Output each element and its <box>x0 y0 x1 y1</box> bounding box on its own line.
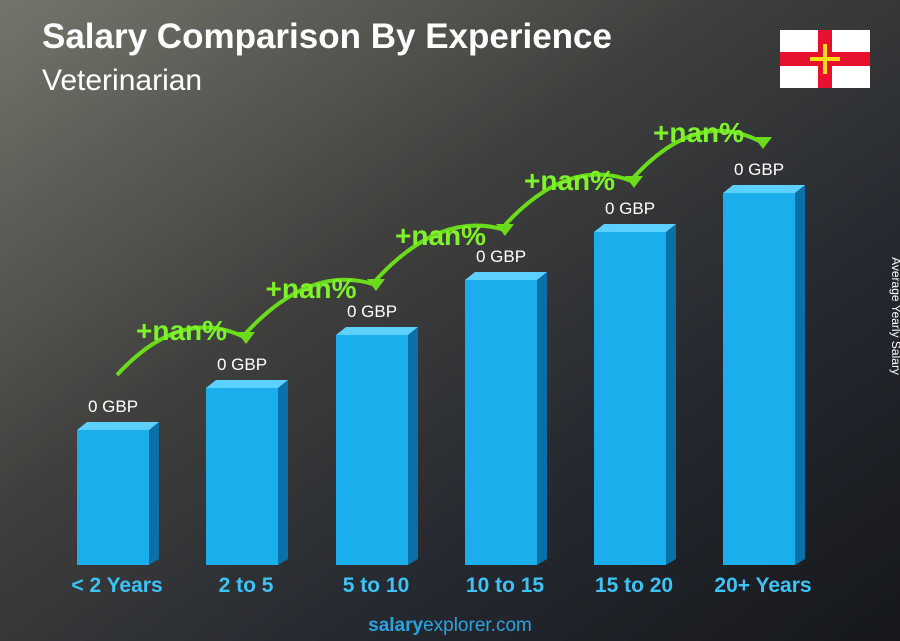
bar-top <box>206 380 288 388</box>
bar <box>594 232 666 565</box>
bar <box>336 335 408 565</box>
change-arrow <box>244 277 377 335</box>
arrow-head <box>496 224 514 236</box>
bar-side <box>795 185 805 565</box>
bar-top <box>465 272 547 280</box>
change-label: +nan% <box>265 273 356 304</box>
bar-side <box>149 422 159 565</box>
subtitle: Veterinarian <box>42 64 202 97</box>
footer-brand: salary <box>368 615 423 636</box>
bar <box>723 193 795 565</box>
bar-label: 0 GBP <box>476 247 526 266</box>
arrow-head <box>367 279 385 291</box>
category-label: 10 to 15 <box>466 574 545 597</box>
title: Salary Comparison By Experience <box>42 17 612 56</box>
bar-top <box>594 224 676 232</box>
bar <box>77 430 149 565</box>
bar-top <box>336 327 418 335</box>
flag <box>780 30 870 88</box>
bar-top <box>77 422 159 430</box>
category-label: < 2 Years <box>71 574 162 597</box>
bar-label: 0 GBP <box>217 355 267 374</box>
bar-side <box>666 224 676 565</box>
arrow-head <box>237 332 255 344</box>
category-label: 20+ Years <box>714 574 811 597</box>
change-arrow <box>115 325 247 377</box>
footer: salaryexplorer.com <box>368 615 532 636</box>
change-arrow <box>503 172 635 227</box>
bar <box>465 280 537 565</box>
category-label: 5 to 10 <box>343 574 410 597</box>
change-label: +nan% <box>524 165 615 196</box>
category-label: 15 to 20 <box>595 574 673 597</box>
bar-top <box>723 185 805 193</box>
change-label: +nan% <box>136 315 227 346</box>
change-label: +nan% <box>653 117 744 148</box>
bar-label: 0 GBP <box>347 302 397 321</box>
axis-label: Average Yearly Salary <box>889 257 900 375</box>
bar-label: 0 GBP <box>734 160 784 179</box>
bar-side <box>537 272 547 565</box>
bar-label: 0 GBP <box>88 397 138 416</box>
bar-label: 0 GBP <box>605 199 655 218</box>
change-arrow <box>632 128 764 179</box>
bar-side <box>408 327 418 565</box>
change-label: +nan% <box>395 220 486 251</box>
arrow-head <box>754 137 772 149</box>
footer-rest: explorer.com <box>423 615 532 636</box>
category-label: 2 to 5 <box>219 574 274 597</box>
bar <box>206 388 278 565</box>
change-arrow <box>374 223 506 282</box>
bar-side <box>278 380 288 565</box>
arrow-head <box>625 176 643 188</box>
